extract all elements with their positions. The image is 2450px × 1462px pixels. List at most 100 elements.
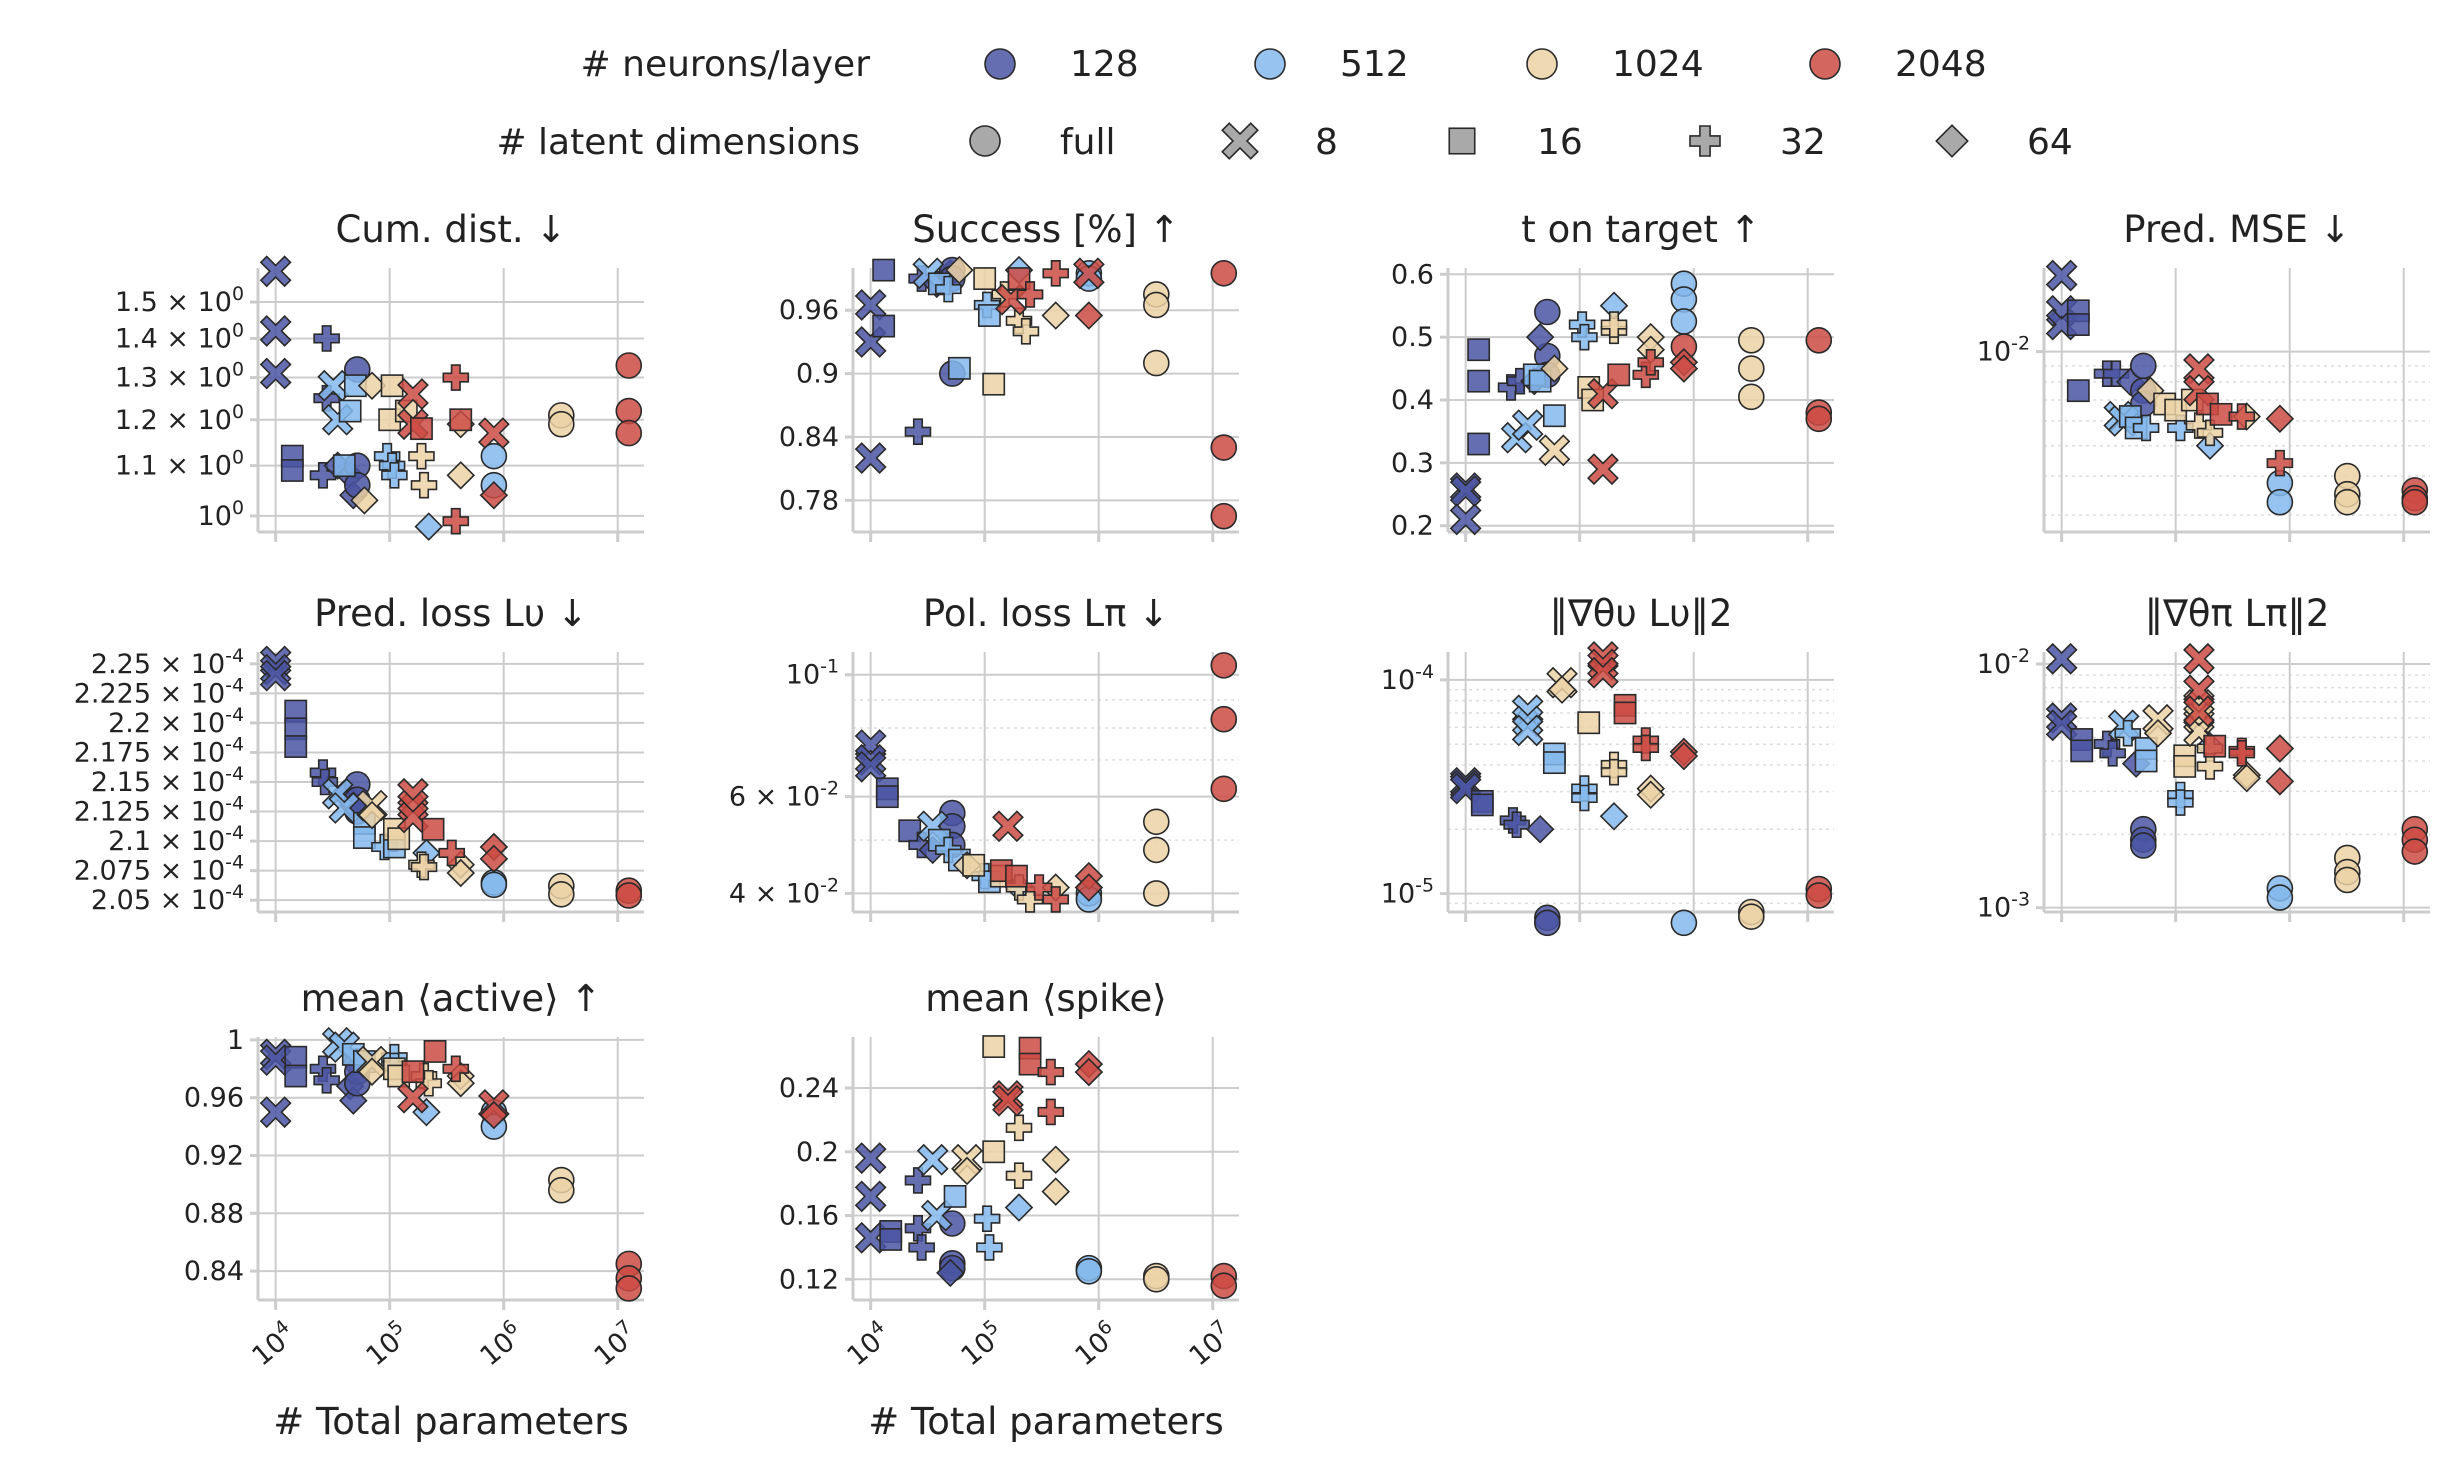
data-point: [397, 801, 429, 834]
data-point: [1072, 257, 1105, 290]
panel-title: mean ⟨active⟩ ↑: [301, 977, 602, 1020]
data-point: [1210, 652, 1238, 679]
data-point: [410, 853, 438, 881]
data-point: [1542, 751, 1566, 775]
data-point: [1607, 363, 1631, 387]
data-point: [1449, 503, 1482, 536]
panel-title: t on target ↑: [1521, 208, 1760, 251]
data-point: [2228, 403, 2256, 430]
data-point: [1210, 775, 1238, 803]
y-tick-label: 2.15 × 10-4: [91, 763, 244, 798]
panel-7: 10-5 10-4 ‖∇θυ Lυ‖2: [1381, 592, 1834, 937]
data-point: [1074, 1057, 1104, 1087]
data-point: [350, 486, 379, 515]
data-point: [1074, 301, 1104, 330]
data-point: [943, 1184, 967, 1208]
legend-neurons-entry-1024: 1024: [1612, 44, 1704, 85]
data-point: [1571, 784, 1598, 812]
data-point: [962, 853, 986, 877]
y-tick-label: 2.2 × 10-4: [108, 704, 244, 739]
data-point: [2232, 763, 2262, 793]
data-point: [423, 1040, 447, 1063]
data-point: [1041, 1145, 1071, 1174]
data-point: [2401, 488, 2429, 516]
data-point: [1670, 909, 1698, 937]
data-point: [480, 442, 508, 470]
data-point: [615, 419, 643, 447]
data-point: [2265, 734, 2295, 763]
data-point: [1525, 814, 1555, 844]
y-tick-label: 4 × 10-2: [729, 874, 839, 909]
y-tick-label: 10-3: [1977, 889, 2030, 924]
data-point: [2183, 642, 2215, 675]
data-point: [1534, 298, 1561, 326]
data-point: [904, 418, 932, 445]
legend-latent-entry-8: 8: [1315, 122, 1338, 163]
data-point: [1041, 1177, 1071, 1206]
legend-neurons-marker-128: [984, 48, 1016, 80]
legend-neurons-marker-2048: [1809, 48, 1841, 80]
data-point: [1540, 354, 1569, 383]
data-point: [1005, 1162, 1033, 1189]
data-point: [992, 1084, 1024, 1117]
data-point: [2196, 753, 2224, 780]
y-tick-label: 0.16: [779, 1201, 839, 1232]
data-point: [410, 417, 433, 441]
data-point: [1005, 1114, 1033, 1142]
data-point: [2265, 767, 2295, 796]
data-point: [442, 1055, 470, 1083]
x-tick-label: 107: [586, 1316, 644, 1373]
data-point: [548, 880, 575, 908]
y-tick-label: 0.9: [796, 359, 839, 390]
legend-latent-entry-full: full: [1060, 122, 1116, 163]
data-point: [284, 1064, 308, 1088]
data-point: [2143, 718, 2173, 748]
data-point: [401, 1060, 425, 1084]
x-tick-label: 104: [244, 1316, 302, 1373]
data-point: [479, 1100, 509, 1130]
data-point: [1467, 369, 1491, 393]
x-tick-label: 106: [1067, 1316, 1125, 1373]
data-point: [338, 399, 362, 423]
data-point: [2102, 360, 2130, 387]
y-tick-label: 1.4 × 100: [115, 319, 244, 354]
data-point: [854, 442, 887, 475]
legend-latent-marker-16: [1448, 127, 1476, 155]
data-point: [875, 785, 899, 809]
data-point: [2334, 488, 2361, 516]
x-tick-label: 105: [358, 1316, 416, 1373]
y-tick-label: 0.12: [779, 1264, 839, 1295]
data-point: [1075, 1258, 1103, 1285]
legend-latent-label: # latent dimensions: [496, 122, 860, 163]
data-point: [1669, 741, 1699, 771]
data-point: [982, 1140, 1006, 1164]
data-point: [421, 817, 445, 841]
y-tick-label: 2.125 × 10-4: [74, 793, 244, 828]
panel-1: 100 1.1 × 100 1.2 × 100 1.3 × 100 1.4 × 1001…: [115, 208, 644, 542]
data-point: [854, 289, 887, 321]
panel-title: Cum. dist. ↓: [336, 208, 567, 251]
data-point: [976, 1234, 1003, 1261]
y-tick-label: 0.96: [779, 295, 839, 326]
panel-2: 0.78 0.84 0.9 0.96 Success [%] ↑: [779, 208, 1239, 542]
panel-8: 10-3 10-2 ‖∇θπ Lπ‖2: [1977, 592, 2430, 924]
panel-3: 0.2 0.3 0.4 0.5 0.6 t on target ↑: [1391, 208, 1834, 542]
data-point: [410, 471, 438, 499]
data-point: [2266, 449, 2294, 477]
legend-latent-marker-32: [1689, 125, 1721, 157]
data-point: [1534, 909, 1561, 937]
y-tick-label: 0.5: [1391, 322, 1434, 353]
data-point: [992, 810, 1024, 843]
data-point: [2265, 404, 2295, 433]
y-tick-label: 2.1 × 10-4: [108, 822, 244, 857]
data-point: [1805, 882, 1833, 909]
data-point: [1037, 1098, 1065, 1126]
y-tick-label: 1.2 × 100: [115, 401, 244, 436]
data-point: [259, 357, 292, 390]
data-point: [1143, 291, 1170, 319]
panel-title: Pred. loss Lυ ↓: [314, 592, 588, 635]
data-point: [1538, 434, 1571, 467]
y-tick-label: 0.2: [1391, 511, 1434, 542]
panel-title: ‖∇θπ Lπ‖2: [2145, 592, 2330, 635]
